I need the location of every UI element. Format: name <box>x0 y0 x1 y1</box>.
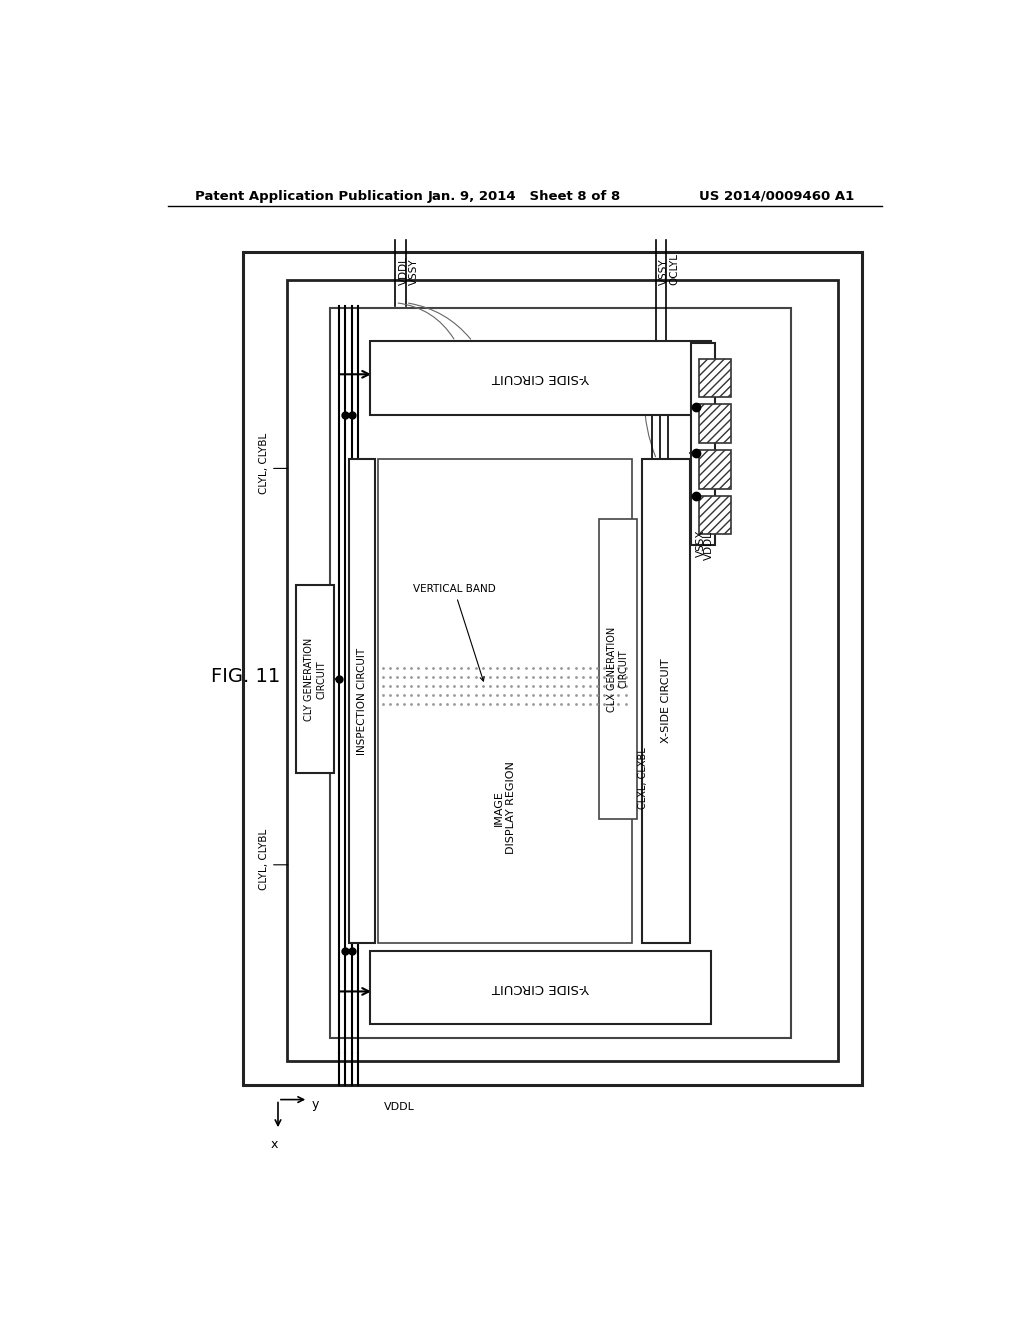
Text: CLYL, CLYBL: CLYL, CLYBL <box>259 433 269 494</box>
Bar <box>287 280 839 1061</box>
Text: CLXL, CLXBL: CLXL, CLXBL <box>638 747 648 809</box>
Bar <box>699 359 731 397</box>
Text: US 2014/0009460 A1: US 2014/0009460 A1 <box>699 190 854 202</box>
Bar <box>331 308 791 1038</box>
Text: y: y <box>311 1098 318 1111</box>
Bar <box>599 519 637 818</box>
Bar <box>296 585 334 774</box>
Bar <box>378 459 632 942</box>
Text: VDDL: VDDL <box>398 256 409 285</box>
Text: Jan. 9, 2014   Sheet 8 of 8: Jan. 9, 2014 Sheet 8 of 8 <box>428 190 622 202</box>
Bar <box>699 450 731 488</box>
Text: IMAGE
DISPLAY REGION: IMAGE DISPLAY REGION <box>495 762 516 854</box>
Text: VDDL: VDDL <box>384 1102 415 1111</box>
Bar <box>370 952 712 1024</box>
Bar <box>699 496 731 535</box>
Bar <box>699 404 731 444</box>
Bar <box>642 459 690 942</box>
Text: X-SIDE CIRCUIT: X-SIDE CIRCUIT <box>662 659 671 743</box>
Text: FIG. 11: FIG. 11 <box>211 668 281 686</box>
Text: Patent Application Publication: Patent Application Publication <box>196 190 423 202</box>
Text: VERTICAL BAND: VERTICAL BAND <box>413 585 496 681</box>
Text: CLYL, CLYBL: CLYL, CLYBL <box>259 829 269 891</box>
Bar <box>691 343 715 545</box>
Text: VSSY: VSSY <box>409 259 419 285</box>
Text: VSSX: VSSX <box>696 529 707 557</box>
Text: Y-SIDE CIRCUIT: Y-SIDE CIRCUIT <box>492 371 590 384</box>
Bar <box>370 342 712 414</box>
Text: INSPECTION CIRCUIT: INSPECTION CIRCUIT <box>356 648 367 755</box>
Text: Y-SIDE CIRCUIT: Y-SIDE CIRCUIT <box>492 981 590 994</box>
Bar <box>243 252 862 1085</box>
Text: x: x <box>270 1138 278 1151</box>
Text: VSSY: VSSY <box>658 259 669 285</box>
Bar <box>348 459 375 942</box>
Text: VDDL: VDDL <box>705 531 714 560</box>
Text: OCLYL: OCLYL <box>670 253 679 285</box>
Text: CLY GENERATION
CIRCUIT: CLY GENERATION CIRCUIT <box>304 638 326 721</box>
Text: CLX GENERATION
CIRCUIT: CLX GENERATION CIRCUIT <box>607 627 629 711</box>
